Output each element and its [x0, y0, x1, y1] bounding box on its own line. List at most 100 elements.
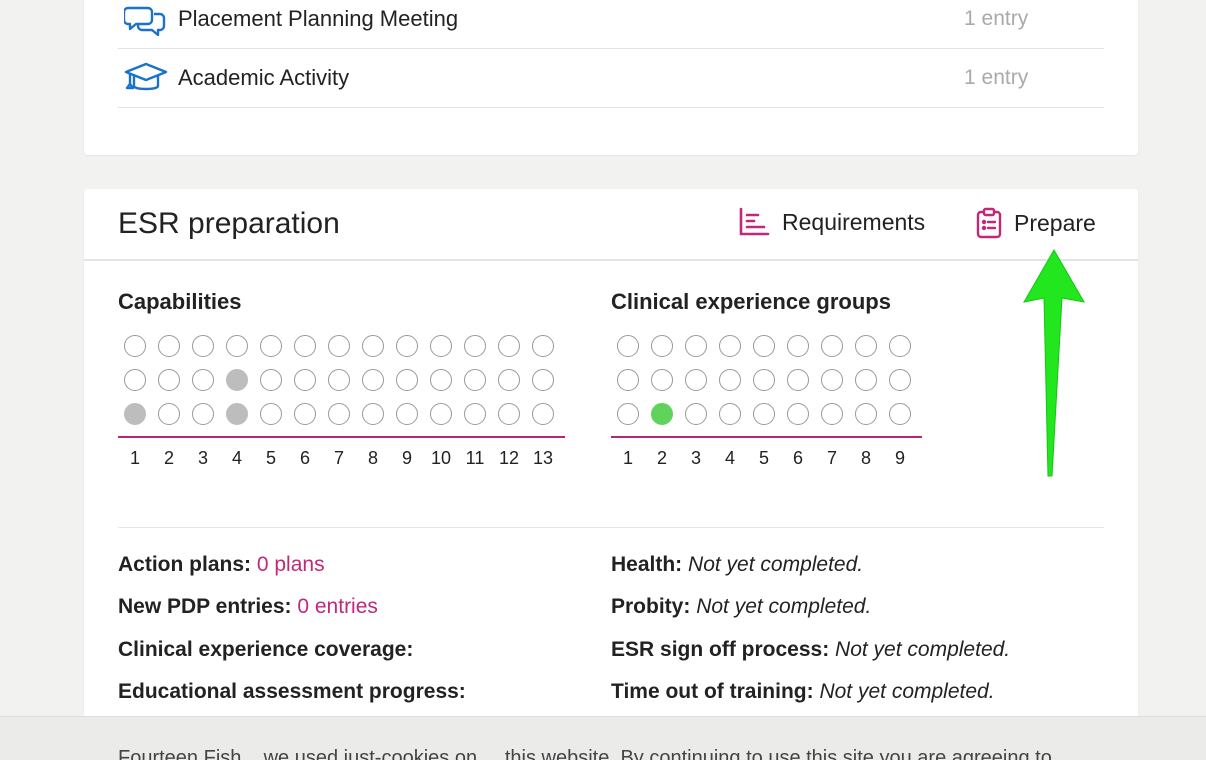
progress-dot[interactable] — [651, 403, 673, 425]
progress-dot[interactable] — [753, 335, 775, 357]
progress-dot[interactable] — [396, 335, 418, 357]
progress-dot[interactable] — [362, 335, 384, 357]
pdp-entries-link[interactable]: 0 entries — [297, 595, 378, 618]
entry-name: Placement Planning Meeting — [178, 6, 459, 31]
entry-row-placement-planning[interactable]: Placement Planning Meeting 1 entry — [118, 0, 1104, 49]
progress-dot[interactable] — [328, 403, 350, 425]
column-number: 12 — [498, 448, 520, 468]
progress-dot[interactable] — [855, 369, 877, 391]
progress-dot[interactable] — [532, 335, 554, 357]
progress-dot[interactable] — [430, 369, 452, 391]
info-label: Time out of training: — [611, 680, 814, 703]
progress-dot[interactable] — [260, 403, 282, 425]
progress-dot[interactable] — [328, 335, 350, 357]
info-label: Action plans: — [118, 553, 252, 576]
prepare-label: Prepare — [1014, 209, 1096, 236]
progress-dot[interactable] — [498, 335, 520, 357]
progress-dot[interactable] — [226, 403, 248, 425]
progress-dot[interactable] — [719, 403, 741, 425]
progress-dot[interactable] — [821, 369, 843, 391]
clinical-coverage-line: Clinical experience coverage: — [118, 638, 413, 662]
progress-dot[interactable] — [294, 369, 316, 391]
progress-dot[interactable] — [158, 403, 180, 425]
health-line: Health: Not yet completed. — [611, 553, 863, 577]
progress-dot[interactable] — [532, 403, 554, 425]
requirements-button[interactable]: Requirements — [738, 207, 925, 237]
progress-dot[interactable] — [362, 369, 384, 391]
progress-dot[interactable] — [328, 369, 350, 391]
grid-baseline — [118, 436, 565, 438]
column-number: 1 — [622, 448, 633, 468]
progress-dot[interactable] — [889, 403, 911, 425]
esr-preparation-card: ESR preparation Requirements Prepare Cap… — [84, 189, 1138, 729]
progress-dot[interactable] — [753, 403, 775, 425]
progress-dot[interactable] — [719, 335, 741, 357]
progress-dot[interactable] — [651, 335, 673, 357]
progress-dot[interactable] — [651, 369, 673, 391]
column-number: 8 — [367, 448, 378, 468]
graduation-cap-icon — [118, 58, 178, 98]
progress-dot[interactable] — [192, 335, 214, 357]
progress-dot[interactable] — [821, 335, 843, 357]
progress-dot[interactable] — [158, 369, 180, 391]
progress-dot[interactable] — [464, 403, 486, 425]
column-number: 2 — [656, 448, 667, 468]
progress-dot[interactable] — [192, 369, 214, 391]
progress-dot[interactable] — [294, 403, 316, 425]
progress-dot[interactable] — [719, 369, 741, 391]
column-number: 9 — [401, 448, 412, 468]
progress-dot[interactable] — [396, 369, 418, 391]
info-label: Health: — [611, 553, 683, 576]
progress-dot[interactable] — [685, 369, 707, 391]
progress-dot[interactable] — [855, 403, 877, 425]
progress-dot[interactable] — [889, 369, 911, 391]
progress-dot[interactable] — [617, 403, 639, 425]
prepare-button[interactable]: Prepare — [976, 207, 1096, 239]
progress-dot[interactable] — [787, 335, 809, 357]
progress-dot[interactable] — [685, 403, 707, 425]
progress-dot[interactable] — [124, 403, 146, 425]
info-label: Probity: — [611, 595, 691, 618]
info-value: Not yet completed. — [819, 680, 995, 703]
progress-dot[interactable] — [498, 403, 520, 425]
progress-dot[interactable] — [685, 335, 707, 357]
progress-dot[interactable] — [753, 369, 775, 391]
progress-dot[interactable] — [362, 403, 384, 425]
entries-card: Placement Planning Meeting 1 entry Acade… — [84, 0, 1138, 155]
entry-row-academic-activity[interactable]: Academic Activity 1 entry — [118, 49, 1104, 108]
column-number: 3 — [690, 448, 701, 468]
progress-dot[interactable] — [396, 403, 418, 425]
column-number: 6 — [792, 448, 803, 468]
progress-dot[interactable] — [821, 403, 843, 425]
time-out-line: Time out of training: Not yet completed. — [611, 680, 995, 704]
progress-dot[interactable] — [532, 369, 554, 391]
column-number: 10 — [430, 448, 452, 468]
progress-dot[interactable] — [124, 369, 146, 391]
progress-dot[interactable] — [158, 335, 180, 357]
action-plans-link[interactable]: 0 plans — [256, 553, 325, 576]
progress-dot[interactable] — [787, 403, 809, 425]
progress-dot[interactable] — [294, 335, 316, 357]
progress-dot[interactable] — [226, 369, 248, 391]
progress-dot[interactable] — [260, 335, 282, 357]
progress-dot[interactable] — [464, 335, 486, 357]
progress-dot[interactable] — [192, 403, 214, 425]
info-label: New PDP entries: — [118, 595, 292, 618]
info-label: Educational assessment progress: — [118, 680, 466, 703]
progress-dot[interactable] — [260, 369, 282, 391]
section-divider — [118, 527, 1104, 528]
progress-dot[interactable] — [464, 369, 486, 391]
pdp-entries-line: New PDP entries: 0 entries — [118, 595, 378, 619]
progress-dot[interactable] — [226, 335, 248, 357]
progress-dot[interactable] — [889, 335, 911, 357]
progress-dot[interactable] — [430, 403, 452, 425]
progress-dot[interactable] — [430, 335, 452, 357]
progress-dot[interactable] — [498, 369, 520, 391]
progress-dot[interactable] — [617, 335, 639, 357]
progress-dot[interactable] — [855, 335, 877, 357]
grid-baseline — [611, 436, 922, 438]
progress-dot[interactable] — [124, 335, 146, 357]
column-number: 9 — [894, 448, 905, 468]
progress-dot[interactable] — [617, 369, 639, 391]
progress-dot[interactable] — [787, 369, 809, 391]
